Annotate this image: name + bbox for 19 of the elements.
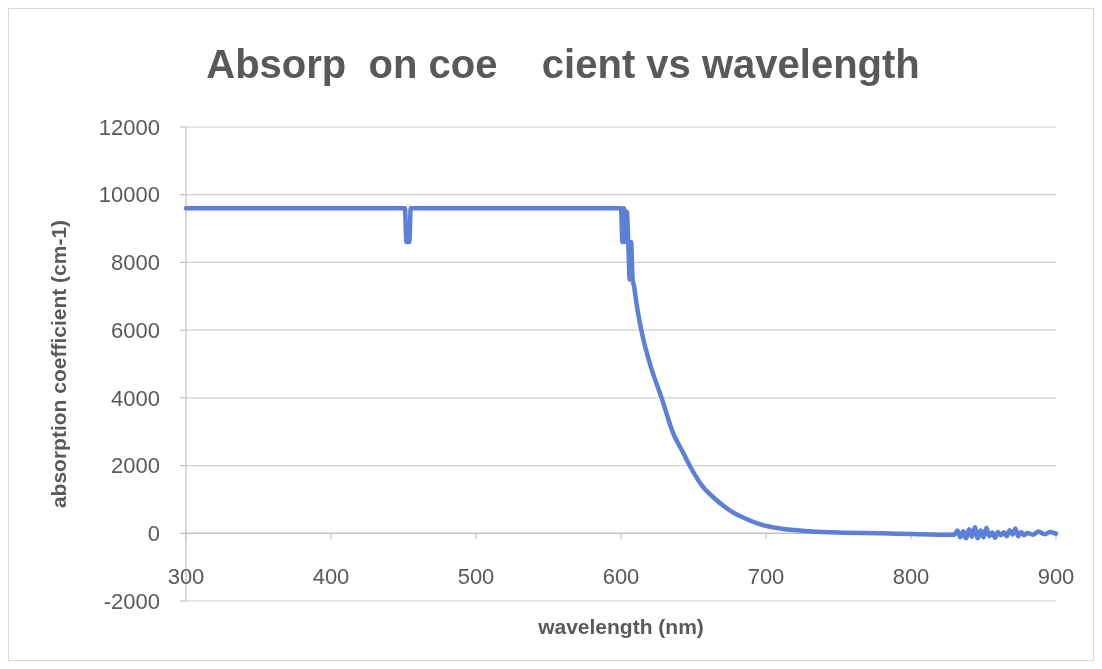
y-tick-label: 10000 (98, 182, 160, 208)
x-tick-label: 300 (167, 564, 205, 590)
line-series (183, 206, 1059, 541)
x-axis-title: wavelength (nm) (537, 615, 704, 638)
chart-title: Absorp on coe cient vs wavelength (206, 42, 920, 86)
y-tick-label: 6000 (111, 317, 160, 343)
y-axis-title: absorption coefficient (cm-1) (47, 219, 70, 509)
x-tick-label: 800 (892, 564, 930, 590)
y-tick-label: 8000 (111, 250, 160, 276)
x-tick-label: 900 (1037, 564, 1075, 590)
y-tick-label: 12000 (98, 114, 160, 140)
y-tick-label: -2000 (103, 588, 160, 614)
x-tick-label: 400 (312, 564, 350, 590)
y-tick-label: 2000 (111, 453, 160, 479)
x-tick-label: 700 (747, 564, 785, 590)
x-tick-label: 500 (457, 564, 495, 590)
x-tick-label: 600 (602, 564, 640, 590)
y-tick-label: 4000 (111, 385, 160, 411)
y-tick-label: 0 (147, 520, 160, 546)
